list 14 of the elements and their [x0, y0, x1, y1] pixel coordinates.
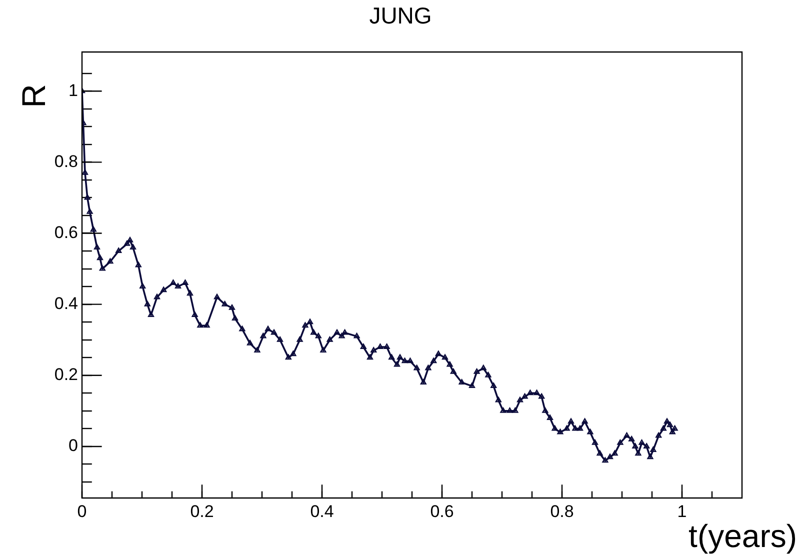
y-tick-label: 0.8 — [54, 152, 78, 171]
y-tick-label: 0 — [68, 436, 78, 456]
x-tick-label: 0.8 — [550, 502, 574, 521]
y-tick-label: 0.4 — [54, 294, 78, 314]
y-tick-label: 0.2 — [54, 365, 78, 384]
x-tick-label: 0.4 — [310, 502, 334, 521]
x-axis-title: t(years) — [688, 518, 797, 554]
x-tick-label: 0.6 — [430, 502, 454, 521]
y-tick-label: 0.6 — [54, 222, 78, 242]
x-tick-label: 0.2 — [190, 502, 214, 521]
x-tick-label: 1 — [677, 502, 687, 521]
chart-title: JUNG — [369, 2, 432, 28]
y-axis-title: R — [15, 84, 52, 108]
y-tick-label: 1 — [68, 80, 78, 100]
